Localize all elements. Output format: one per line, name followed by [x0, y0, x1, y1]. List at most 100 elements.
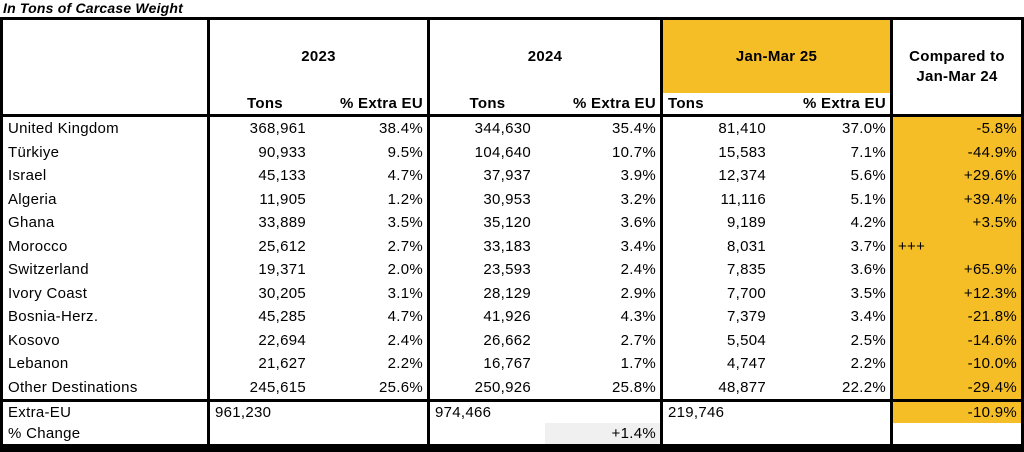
country-label: Other Destinations	[3, 375, 210, 399]
compared-cell: -5.8%	[893, 117, 1021, 141]
pct-cell: 4.7%	[320, 164, 430, 188]
pct-cell: 2.2%	[320, 352, 430, 376]
tons-cell: 33,889	[258, 214, 306, 232]
pct-cell: 3.6%	[545, 211, 663, 235]
tons-cell: 19,371	[258, 261, 306, 279]
pct-cell: 3.1%	[320, 281, 430, 305]
pct-cell: 25.8%	[545, 375, 663, 399]
country-label: Kosovo	[3, 328, 210, 352]
tons-cell: 368,961	[249, 120, 306, 138]
empty-cell	[430, 423, 545, 444]
extra-eu-total-jm25: 219,746	[663, 399, 780, 423]
pct-subheader-2024: % Extra EU	[545, 93, 663, 117]
pct-cell: 3.6%	[780, 258, 893, 282]
empty-cell	[780, 399, 893, 423]
country-label: Bosnia-Herz.	[3, 305, 210, 329]
compared-header: Compared to Jan-Mar 24	[893, 20, 1021, 117]
tons-cell: 7,835	[726, 261, 766, 279]
pct-cell: 35.4%	[545, 117, 663, 141]
compared-cell: -44.9%	[893, 140, 1021, 164]
extra-eu-total-2023: 961,230	[210, 399, 320, 423]
empty-cell	[545, 399, 663, 423]
pct-cell: 3.4%	[780, 305, 893, 329]
pct-cell: 2.0%	[320, 258, 430, 282]
tons-cell: 5,504	[726, 331, 766, 349]
pct-cell: 2.2%	[780, 352, 893, 376]
tons-cell: 35,120	[483, 214, 531, 232]
year-2024-header: 2024	[430, 20, 663, 93]
pct-cell: 1.2%	[320, 187, 430, 211]
pct-cell: 2.7%	[545, 328, 663, 352]
year-2023-header: 2023	[210, 20, 430, 93]
tons-cell: 344,630	[474, 120, 531, 138]
pct-change-label: % Change	[3, 423, 210, 444]
tons-cell: 11,905	[259, 190, 306, 208]
compared-cell: -21.8%	[893, 305, 1021, 329]
tons-cell: 23,593	[483, 261, 531, 279]
pct-cell: 7.1%	[780, 140, 893, 164]
tons-subheader-2023: Tons	[210, 93, 320, 117]
corner-header	[3, 20, 210, 117]
pct-cell: 9.5%	[320, 140, 430, 164]
tons-cell: 25,612	[258, 237, 306, 255]
country-label: Ivory Coast	[3, 281, 210, 305]
pct-cell: 4.7%	[320, 305, 430, 329]
pct-cell: 2.9%	[545, 281, 663, 305]
compared-cell: -14.6%	[893, 328, 1021, 352]
tons-cell: 37,937	[483, 167, 531, 185]
country-label: Morocco	[3, 234, 210, 258]
pct-cell: 2.4%	[320, 328, 430, 352]
jan-mar-25-header: Jan-Mar 25	[663, 20, 893, 93]
tons-cell: 9,189	[726, 214, 766, 232]
country-label: Türkiye	[3, 140, 210, 164]
pct-cell: 2.7%	[320, 234, 430, 258]
tons-cell: 12,374	[718, 167, 766, 185]
pct-cell: 10.7%	[545, 140, 663, 164]
pct-cell: 5.1%	[780, 187, 893, 211]
tons-cell: 104,640	[474, 143, 531, 161]
pct-cell: 1.7%	[545, 352, 663, 376]
tons-cell: 45,285	[258, 308, 306, 326]
tons-cell: 45,133	[258, 167, 306, 185]
tons-cell: 16,767	[483, 355, 531, 373]
compared-cell: +3.5%	[893, 211, 1021, 235]
extra-eu-total-2024: 974,466	[430, 399, 545, 423]
data-table: 2023 2024 Jan-Mar 25 Compared to Jan-Mar…	[0, 17, 1024, 452]
pct-cell: 3.9%	[545, 164, 663, 188]
country-label: Lebanon	[3, 352, 210, 376]
compared-cell: +++	[893, 234, 1021, 258]
tons-cell: 11,116	[720, 190, 766, 208]
pct-cell: 4.3%	[545, 305, 663, 329]
pct-cell: 37.0%	[780, 117, 893, 141]
tons-cell: 30,205	[258, 284, 306, 302]
tons-cell: 21,627	[258, 355, 306, 373]
tons-cell: 90,933	[258, 143, 306, 161]
pct-change-2024: +1.4%	[545, 423, 663, 444]
country-label: Ghana	[3, 211, 210, 235]
tons-cell: 7,700	[726, 284, 766, 302]
tons-cell: 81,410	[718, 120, 766, 138]
table-title: In Tons of Carcase Weight	[3, 0, 184, 16]
empty-cell	[780, 423, 893, 444]
pct-cell: 22.2%	[780, 375, 893, 399]
compared-cell: -10.0%	[893, 352, 1021, 376]
pct-subheader-jm25: % Extra EU	[780, 93, 893, 117]
pct-cell: 2.4%	[545, 258, 663, 282]
tons-cell: 15,583	[718, 143, 766, 161]
country-label: Israel	[3, 164, 210, 188]
tons-cell: 26,662	[483, 331, 531, 349]
pct-cell: 2.5%	[780, 328, 893, 352]
empty-cell	[893, 423, 1021, 444]
pct-cell: 3.5%	[780, 281, 893, 305]
tons-cell: 8,031	[726, 237, 766, 255]
pct-cell: 38.4%	[320, 117, 430, 141]
pct-cell: 25.6%	[320, 375, 430, 399]
tons-cell: 41,926	[483, 308, 531, 326]
pct-cell: 3.4%	[545, 234, 663, 258]
tons-cell: 4,747	[726, 355, 766, 373]
pct-cell: 3.2%	[545, 187, 663, 211]
compared-cell: +12.3%	[893, 281, 1021, 305]
pct-subheader-2023: % Extra EU	[320, 93, 430, 117]
pct-cell: 3.5%	[320, 211, 430, 235]
